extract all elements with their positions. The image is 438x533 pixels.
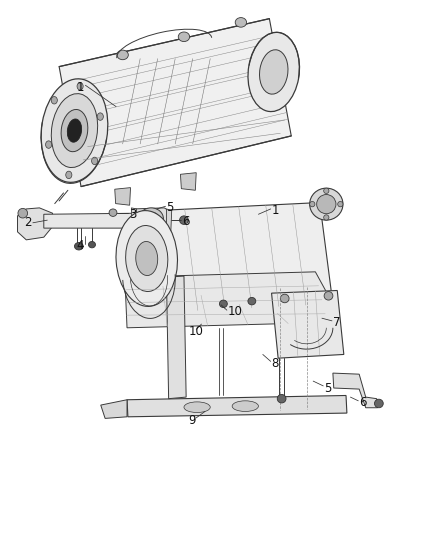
Ellipse shape [310, 201, 315, 207]
Ellipse shape [143, 212, 159, 225]
Text: 5: 5 [166, 201, 174, 214]
Ellipse shape [324, 188, 329, 193]
Ellipse shape [232, 401, 258, 411]
Ellipse shape [116, 211, 177, 306]
Ellipse shape [178, 32, 190, 42]
Ellipse shape [136, 241, 158, 276]
Ellipse shape [66, 171, 72, 179]
Ellipse shape [374, 399, 383, 408]
Ellipse shape [317, 195, 336, 214]
Text: 2: 2 [24, 216, 32, 229]
Polygon shape [127, 395, 347, 417]
Ellipse shape [324, 215, 329, 220]
Ellipse shape [280, 294, 289, 303]
Polygon shape [101, 400, 127, 418]
Ellipse shape [74, 243, 83, 250]
Ellipse shape [310, 188, 343, 220]
Polygon shape [131, 208, 137, 232]
Ellipse shape [51, 94, 98, 167]
Ellipse shape [277, 394, 286, 403]
Polygon shape [158, 203, 333, 312]
Ellipse shape [248, 297, 256, 305]
Ellipse shape [88, 241, 95, 248]
Text: 9: 9 [188, 414, 196, 426]
Text: 6: 6 [182, 215, 189, 228]
Polygon shape [134, 208, 169, 229]
Ellipse shape [235, 18, 247, 27]
Polygon shape [333, 373, 378, 408]
Text: 3: 3 [129, 208, 137, 221]
Text: 1: 1 [77, 82, 84, 94]
Ellipse shape [219, 300, 227, 308]
Ellipse shape [180, 216, 188, 224]
Text: 7: 7 [333, 316, 340, 329]
Ellipse shape [51, 96, 57, 104]
Text: 5: 5 [324, 382, 332, 394]
Text: 8: 8 [272, 357, 279, 370]
Ellipse shape [46, 141, 52, 148]
Polygon shape [18, 208, 53, 240]
Polygon shape [272, 290, 344, 358]
Ellipse shape [184, 402, 210, 413]
Polygon shape [166, 276, 186, 399]
Ellipse shape [109, 209, 117, 216]
Ellipse shape [126, 225, 168, 292]
Ellipse shape [77, 83, 83, 90]
Ellipse shape [97, 113, 103, 120]
Ellipse shape [67, 119, 81, 142]
Text: 4: 4 [77, 239, 84, 252]
Text: 6: 6 [359, 396, 367, 409]
Text: 10: 10 [188, 325, 203, 338]
Ellipse shape [260, 50, 288, 94]
Ellipse shape [338, 201, 343, 207]
Ellipse shape [18, 208, 28, 218]
Ellipse shape [139, 208, 163, 229]
Ellipse shape [41, 79, 108, 182]
Ellipse shape [61, 109, 88, 152]
Polygon shape [44, 213, 140, 228]
Polygon shape [125, 272, 333, 328]
Ellipse shape [92, 157, 98, 165]
Text: 10: 10 [228, 305, 243, 318]
Polygon shape [166, 209, 172, 232]
Polygon shape [115, 188, 131, 205]
Text: 1: 1 [272, 204, 279, 217]
Ellipse shape [324, 292, 333, 300]
Ellipse shape [248, 33, 300, 111]
Polygon shape [180, 173, 196, 190]
Ellipse shape [117, 50, 128, 60]
Polygon shape [59, 19, 291, 187]
